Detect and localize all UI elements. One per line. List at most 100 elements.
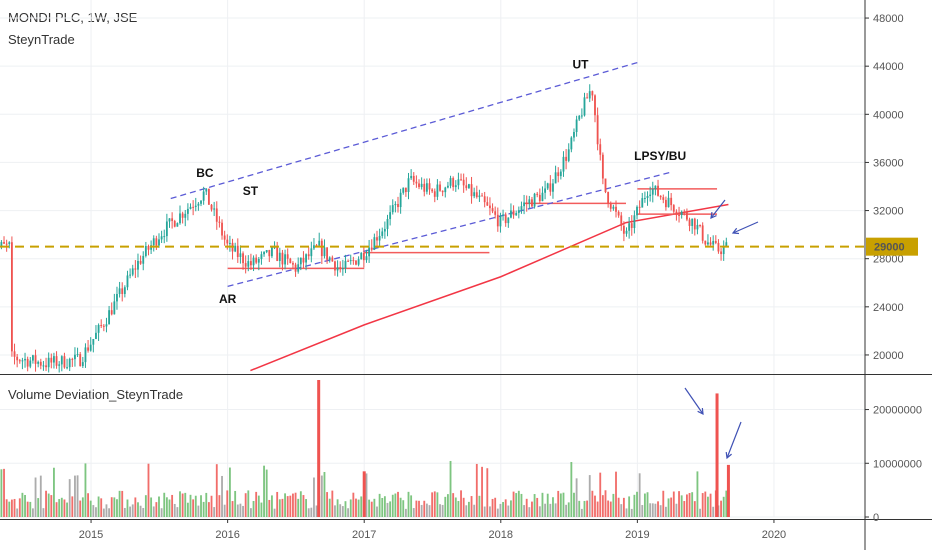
time-tick-label: 2015 — [79, 529, 103, 541]
candle-body — [318, 240, 321, 246]
volume-bar — [580, 508, 583, 517]
volume-bar — [234, 490, 237, 517]
candlesticks — [0, 84, 728, 373]
candle-body — [328, 257, 331, 260]
candle-body — [336, 267, 339, 271]
candle-body — [404, 187, 407, 193]
candle-body — [410, 175, 413, 179]
volume-bar — [423, 500, 426, 517]
candle-body — [160, 236, 163, 240]
candle-body — [717, 242, 720, 252]
candle-body — [273, 247, 276, 249]
volume-bar — [544, 503, 547, 517]
volume-bar — [271, 495, 273, 517]
volume-bar — [693, 501, 696, 517]
candle-body — [538, 194, 541, 202]
candle-body — [397, 203, 399, 208]
candle-body — [113, 301, 116, 315]
candle-body — [573, 132, 575, 138]
volume-bar — [620, 504, 623, 517]
volume-bar — [473, 504, 476, 517]
candle-body — [352, 260, 355, 262]
volume-bar — [113, 497, 116, 517]
time-tick-label: 2017 — [352, 529, 376, 541]
volume-bar — [460, 490, 462, 517]
time-tick-label: 2016 — [215, 529, 239, 541]
volume-bar — [165, 497, 168, 517]
volume-bar — [323, 472, 326, 517]
volume-bar — [475, 463, 478, 517]
volume-bar — [336, 499, 339, 517]
volume-bar — [18, 498, 21, 517]
current-price-badge — [866, 237, 918, 256]
candle-body — [310, 248, 313, 257]
volume-bar — [276, 491, 279, 517]
candle-body — [347, 260, 350, 262]
volume-bar — [299, 491, 302, 517]
price-tick-label: 28000 — [873, 254, 904, 266]
volume-bar — [683, 501, 686, 517]
candle-body — [701, 225, 704, 241]
volume-bar — [672, 491, 675, 517]
volume-bar — [213, 507, 216, 517]
candle-body — [313, 245, 315, 249]
candle-body — [565, 156, 568, 161]
candle-body — [559, 171, 562, 177]
volume-bar — [659, 505, 662, 517]
candle-body — [108, 310, 111, 325]
candle-body — [50, 357, 53, 363]
volume-bar — [704, 491, 707, 517]
annotation-ut: UT — [572, 58, 589, 72]
candle-body — [197, 203, 200, 206]
volume-bar — [528, 507, 531, 517]
volume-bar — [158, 496, 160, 517]
volume-bar — [499, 503, 502, 517]
volume-bar — [250, 508, 252, 517]
candle-body — [10, 242, 13, 352]
candle-body — [331, 257, 334, 262]
candle-body — [420, 183, 423, 188]
volume-bar — [66, 502, 68, 517]
volume-bar — [407, 491, 410, 517]
volume-bar — [63, 499, 66, 517]
candle-body — [341, 267, 344, 270]
candle-body — [79, 354, 82, 367]
candle-body — [452, 178, 455, 188]
volume-bar — [58, 499, 61, 517]
candle-body — [389, 212, 392, 220]
annotation-bc: BC — [196, 166, 214, 180]
volume-bar — [612, 493, 615, 517]
candle-body — [675, 211, 678, 216]
arrow-head — [731, 227, 740, 235]
moving-average-polyline — [250, 203, 729, 372]
candle-body — [470, 184, 473, 197]
candle-body — [137, 260, 139, 270]
volume-bar — [630, 508, 633, 517]
candle-body — [620, 215, 623, 226]
candle-body — [609, 203, 612, 209]
volume-bar — [594, 495, 596, 517]
candle-body — [102, 325, 105, 327]
candle-body — [386, 219, 389, 229]
candle-body — [696, 224, 699, 230]
channel-lines — [170, 61, 672, 287]
candle-body — [707, 242, 709, 245]
volume-bar — [92, 505, 95, 517]
volume-bar — [179, 491, 181, 517]
volume-bar — [365, 473, 368, 517]
volume-bar — [37, 498, 40, 517]
volume-bar — [118, 490, 121, 517]
volume-bar — [646, 492, 649, 517]
volume-bar — [108, 508, 111, 517]
candle-body — [184, 213, 187, 218]
volume-bar — [8, 501, 11, 517]
candle-body — [0, 242, 3, 247]
candle-body — [320, 240, 323, 257]
volume-bar — [494, 497, 497, 517]
candle-body — [633, 215, 636, 228]
volume-bar — [538, 506, 541, 517]
candle-body — [678, 215, 680, 217]
volume-bar — [105, 504, 108, 517]
volume-bar — [373, 498, 376, 517]
